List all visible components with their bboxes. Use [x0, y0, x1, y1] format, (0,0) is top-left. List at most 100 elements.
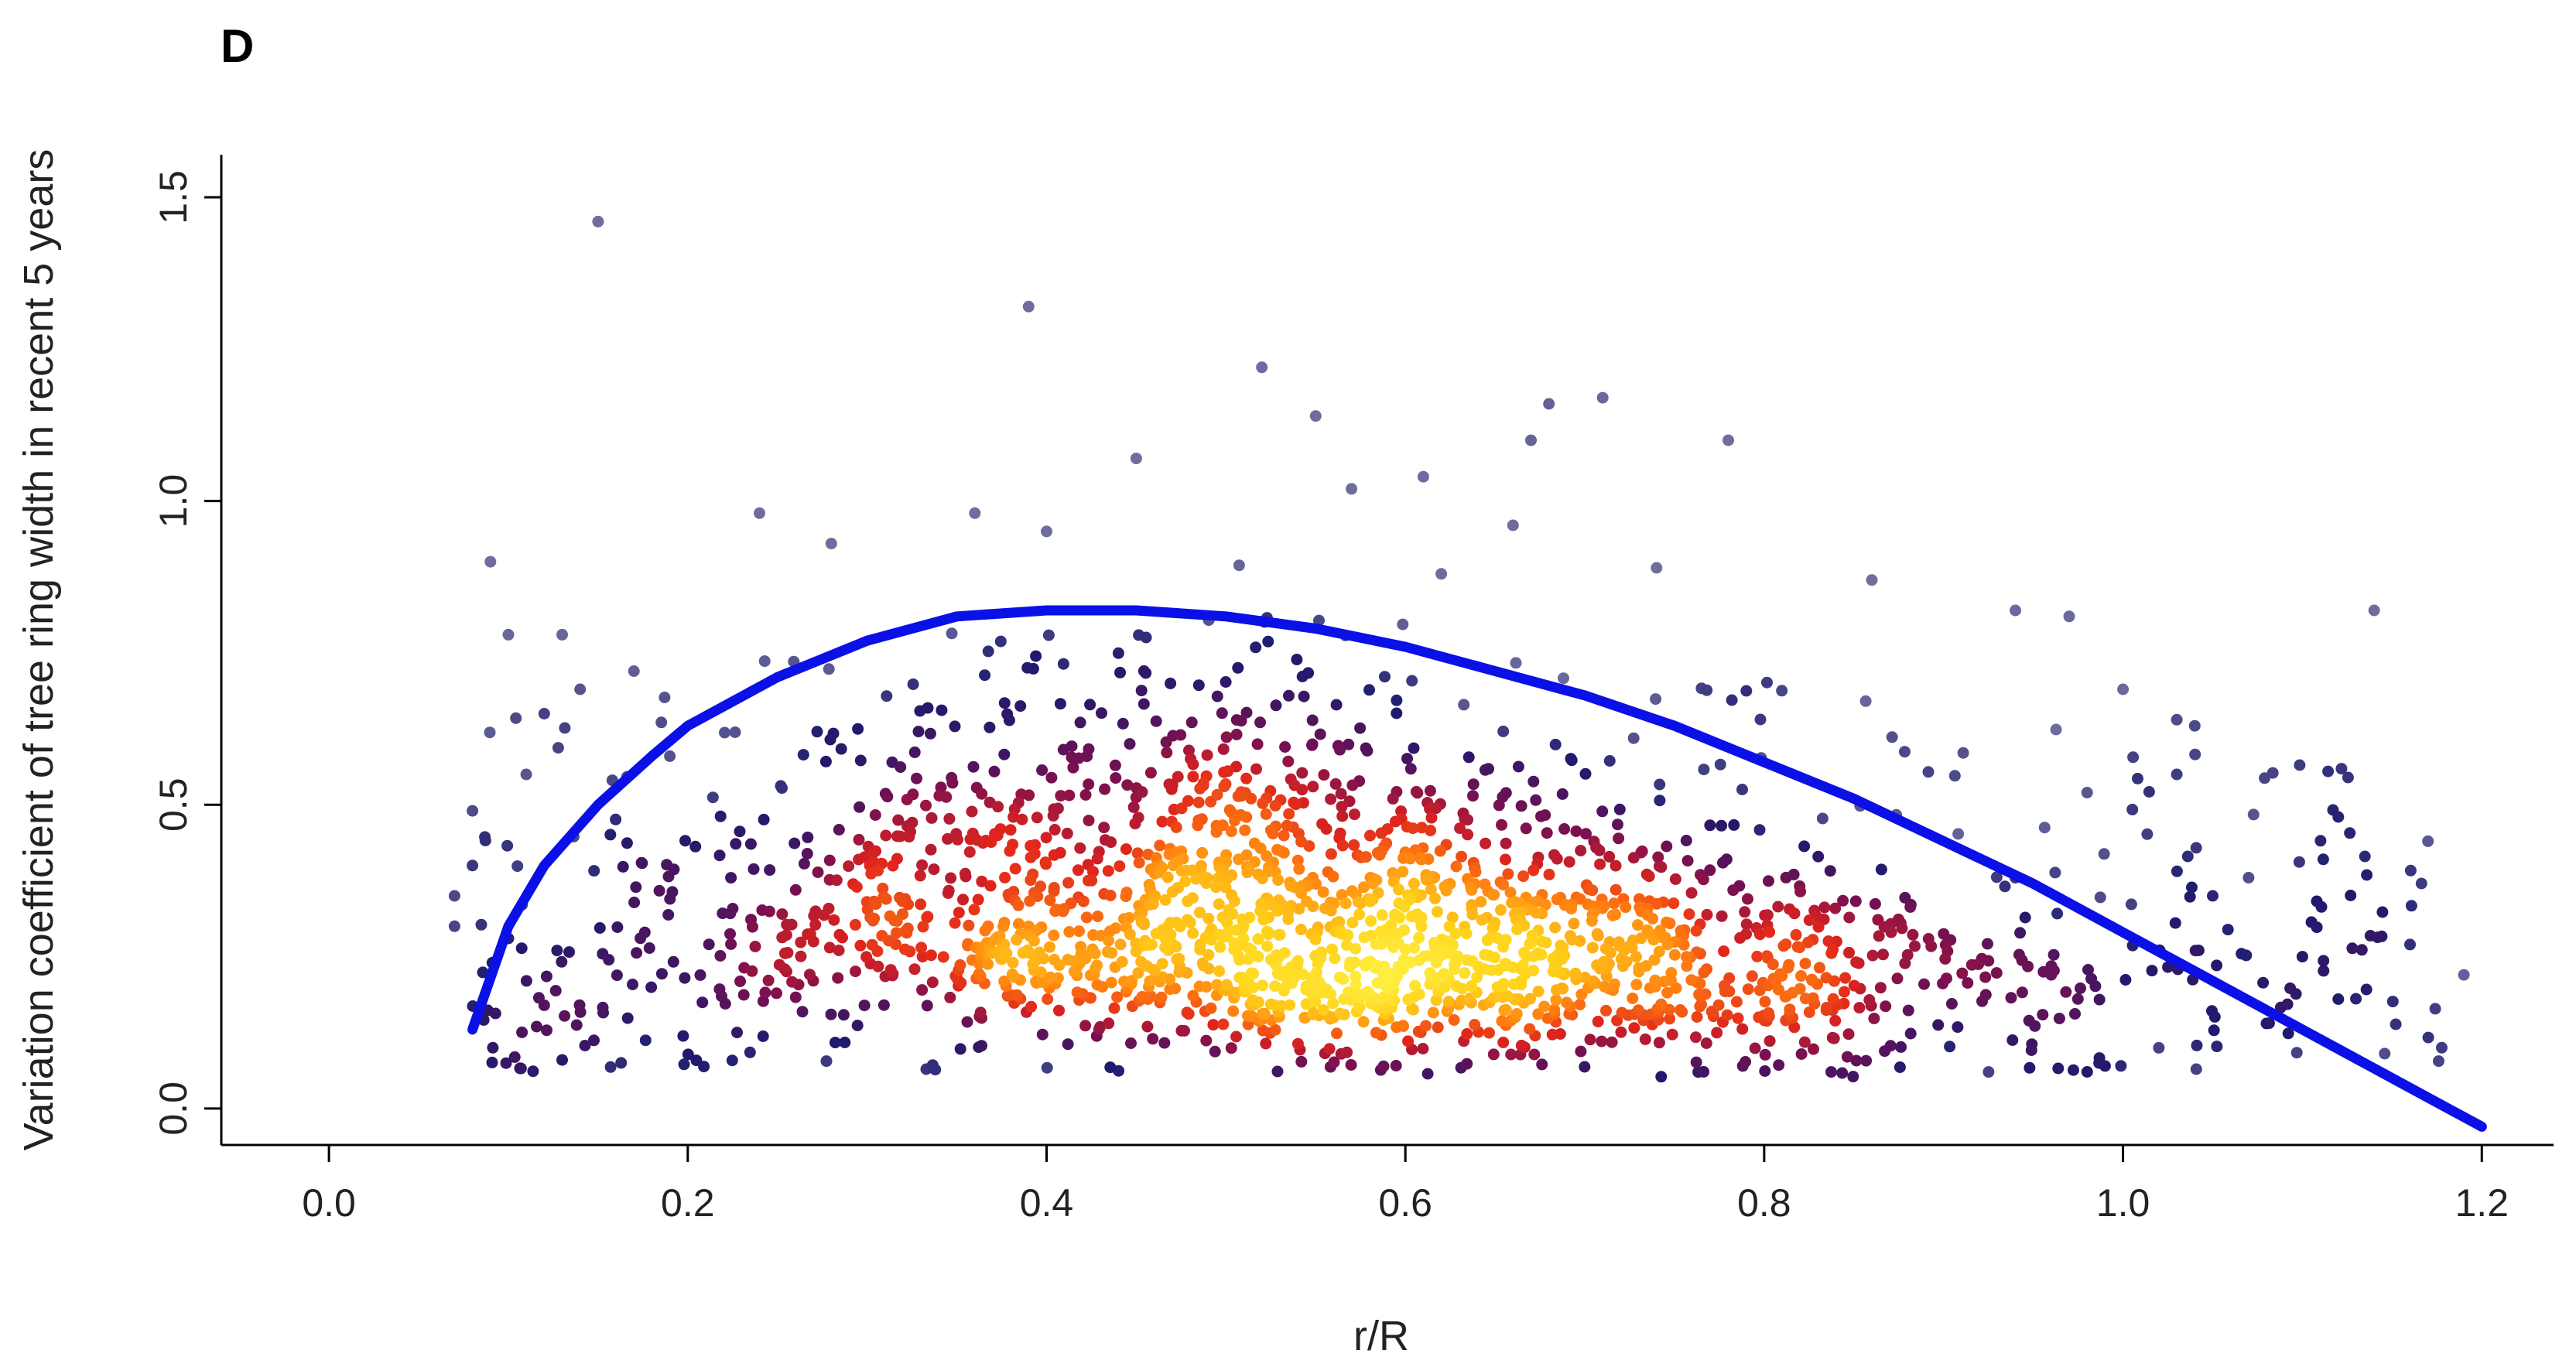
scatter-point [1036, 1028, 1049, 1041]
scatter-point [1500, 853, 1511, 866]
scatter-point [1500, 1003, 1512, 1016]
scatter-point [870, 898, 882, 911]
scatter-point [916, 951, 929, 963]
scatter-point [2207, 890, 2219, 902]
scatter-point [1165, 783, 1178, 795]
scatter-point [516, 1026, 529, 1038]
scatter-point [556, 955, 568, 968]
scatter-point [1548, 1003, 1561, 1016]
scatter-point [1596, 1035, 1608, 1047]
scatter-point [907, 678, 919, 690]
scatter-point [1150, 715, 1162, 727]
scatter-point [963, 846, 976, 858]
scatter-point [1579, 972, 1591, 983]
scatter-point [1633, 962, 1645, 974]
scatter-point [574, 683, 587, 695]
scatter-point [1161, 871, 1174, 883]
scatter-point [894, 830, 906, 842]
scatter-point [960, 870, 972, 883]
scatter-point [610, 813, 622, 825]
scatter-point [2026, 1038, 2038, 1051]
scatter-point [1362, 986, 1374, 998]
x-tick-label: 0.0 [302, 1181, 356, 1225]
scatter-point [1868, 1013, 1880, 1024]
scatter-point [1003, 714, 1015, 726]
scatter-point [1655, 1071, 1668, 1083]
scatter-point [486, 1056, 498, 1068]
scatter-point [1467, 790, 1479, 802]
scatter-point [2322, 765, 2335, 777]
scatter-point [1449, 928, 1462, 940]
scatter-point [1422, 950, 1435, 962]
scatter-point [1776, 969, 1788, 982]
scatter-point [2068, 1064, 2079, 1076]
scatter-point [1661, 840, 1673, 853]
scatter-point [467, 805, 479, 817]
scatter-point [1777, 940, 1790, 952]
scatter-point [1365, 915, 1377, 927]
scatter-point [1233, 559, 1245, 572]
scatter-point [1742, 893, 1753, 905]
scatter-point [2050, 723, 2062, 736]
scatter-point [1376, 909, 1388, 921]
scatter-point [477, 966, 489, 979]
scatter-point [1795, 1048, 1808, 1060]
scatter-point [2125, 898, 2137, 911]
scatter-point [1374, 849, 1386, 861]
scatter-point [1497, 941, 1509, 953]
scatter-point [1956, 967, 1969, 979]
scatter-point [973, 968, 985, 980]
scatter-point [1226, 908, 1239, 920]
scatter-point [1782, 962, 1794, 974]
scatter-point [1487, 1048, 1500, 1061]
scatter-point [1283, 808, 1295, 820]
scatter-point [1074, 716, 1086, 729]
scatter-point [1140, 631, 1152, 644]
scatter-point [957, 894, 969, 906]
scatter-point [762, 974, 775, 986]
scatter-point [758, 813, 770, 825]
scatter-point [1104, 890, 1117, 901]
scatter-point [1664, 1013, 1676, 1025]
scatter-point [703, 938, 715, 951]
scatter-point [1011, 934, 1023, 946]
scatter-point [969, 507, 981, 519]
scatter-point [832, 972, 844, 984]
scatter-point [2162, 961, 2174, 973]
scatter-point [1820, 1002, 1832, 1013]
scatter-point [1271, 905, 1284, 917]
scatter-point [1874, 982, 1887, 994]
scatter-point [2429, 1003, 2441, 1015]
scatter-point [1678, 938, 1690, 951]
scatter-point [1885, 926, 1897, 938]
scatter-point [1555, 939, 1567, 952]
scatter-point [763, 905, 775, 918]
scatter-point [967, 760, 980, 773]
scatter-point [510, 712, 522, 724]
scatter-point [2115, 1060, 2127, 1072]
scatter-point [636, 857, 648, 870]
scatter-point [2368, 604, 2380, 617]
scatter-point [1036, 764, 1049, 776]
scatter-point [1517, 870, 1530, 883]
scatter-point [2014, 927, 2027, 939]
scatter-point [877, 882, 889, 894]
scatter-point [972, 894, 984, 906]
scatter-point [1652, 851, 1664, 863]
scatter-point [1326, 943, 1339, 955]
scatter-point [1257, 1024, 1269, 1037]
scatter-point [1086, 874, 1098, 887]
fit-curve [467, 605, 2487, 1132]
scatter-point [1173, 952, 1185, 965]
scatter-point [1391, 707, 1403, 719]
scatter-point [1849, 895, 1862, 907]
x-tick-label: 0.6 [1378, 1181, 1432, 1225]
scatter-point [837, 1009, 850, 1021]
scatter-point [556, 628, 568, 641]
scatter-point [1528, 1048, 1541, 1061]
scatter-point [850, 965, 861, 978]
scatter-point [1192, 679, 1205, 692]
scatter-point [992, 801, 1004, 813]
scatter-point [988, 765, 1001, 777]
scatter-point [1704, 864, 1716, 877]
